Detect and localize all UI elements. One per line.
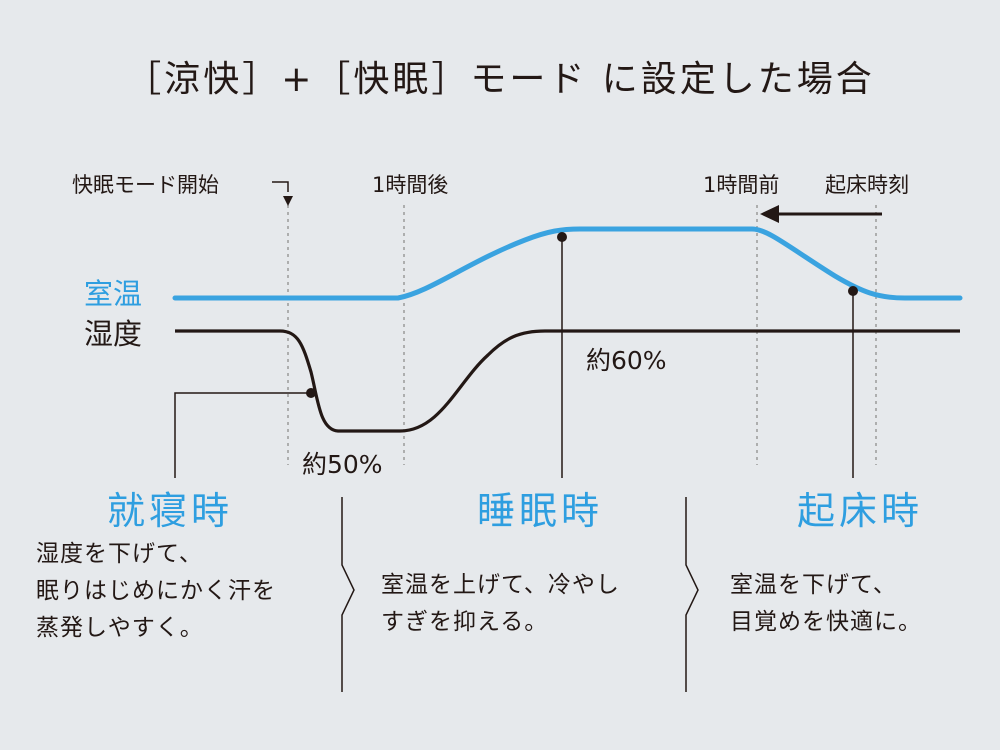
sleep-start-arrowhead xyxy=(283,196,293,206)
phase-desc-line: 眠りはじめにかく汗を xyxy=(36,578,276,604)
phase-separator-1 xyxy=(341,497,355,692)
phase-desc-line: 室温を下げて、 xyxy=(730,572,897,598)
phase-desc-line: 蒸発しやすく。 xyxy=(36,615,204,641)
phase-desc-sleeping: 室温を上げて、冷やし すぎを抑える。 xyxy=(381,567,620,641)
guide-lines xyxy=(287,205,877,465)
phase-desc-line: 室温を上げて、冷やし xyxy=(381,572,620,598)
label-one-hour-before: 1時間前 xyxy=(703,173,779,197)
leaders xyxy=(174,237,854,478)
phase-separator-2 xyxy=(685,497,699,692)
phase-desc-bedtime: 湿度を下げて、 眠りはじめにかく汗を 蒸発しやすく。 xyxy=(36,536,276,647)
sleep-start-bracket xyxy=(272,181,289,192)
phase-desc-line: すぎを抑える。 xyxy=(381,609,549,635)
diagram-title: ［涼快］+［快眠］モード に設定した場合 xyxy=(125,59,875,100)
room-temp-label: 室温 xyxy=(84,277,142,311)
phase-title-sleeping: 睡眠時 xyxy=(476,489,603,533)
phase-desc-line: 目覚めを快適に。 xyxy=(730,609,922,635)
dot-sleeping xyxy=(557,232,567,242)
phase-desc-line: 湿度を下げて、 xyxy=(36,541,203,567)
annotation-humidity-high: 約60% xyxy=(586,346,667,375)
humidity-label: 湿度 xyxy=(84,317,142,351)
room-temp-line xyxy=(172,226,963,301)
humidity-line xyxy=(175,329,960,433)
phase-title-waking: 起床時 xyxy=(796,489,923,533)
phase-title-bedtime: 就寝時 xyxy=(106,489,233,533)
annotation-humidity-low: 約50% xyxy=(302,450,383,479)
phase-desc-waking: 室温を下げて、 目覚めを快適に。 xyxy=(730,567,922,641)
label-wake-time: 起床時刻 xyxy=(825,173,909,197)
dot-waking xyxy=(848,286,858,296)
countback-arrowhead xyxy=(760,205,779,223)
leader-bedtime xyxy=(174,392,311,478)
dot-bedtime xyxy=(306,388,316,398)
label-sleep-mode-start: 快眠モード開始 xyxy=(72,173,219,197)
label-one-hour-after: 1時間後 xyxy=(372,173,448,197)
